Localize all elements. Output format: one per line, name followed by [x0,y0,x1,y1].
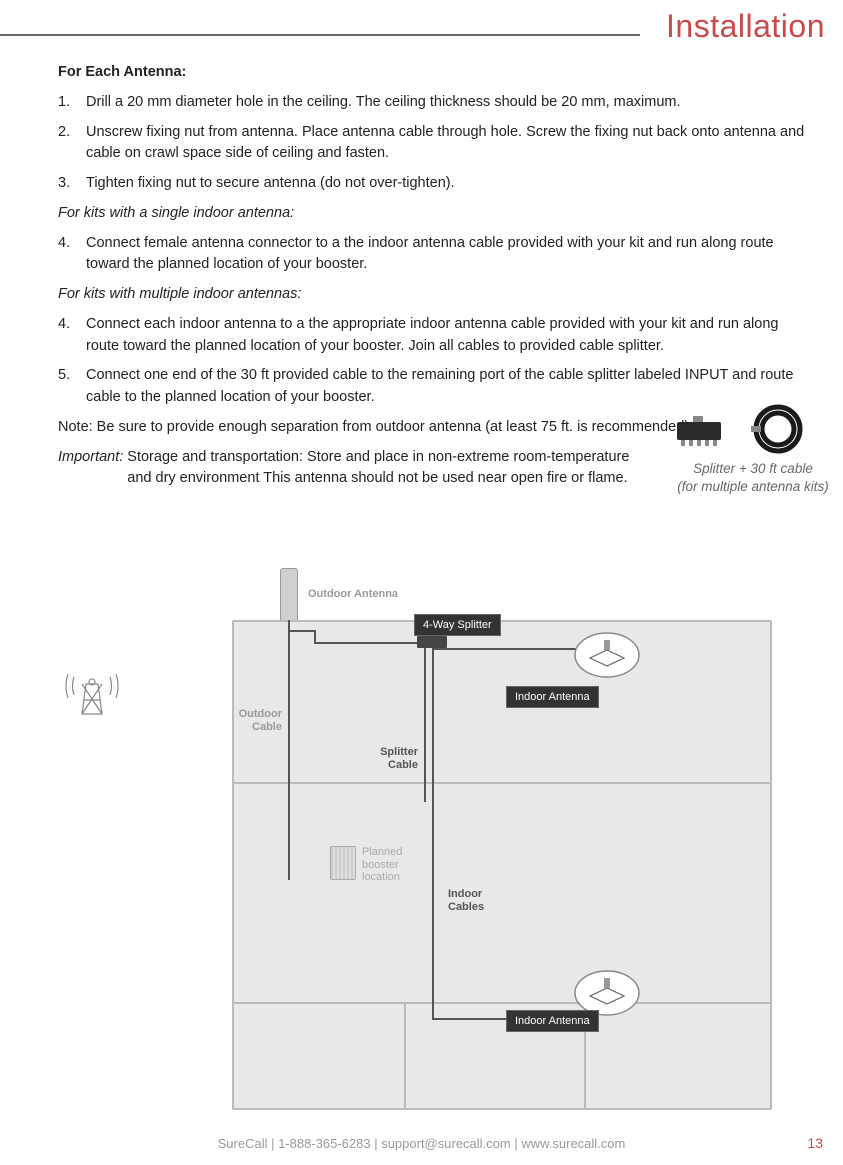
steps-multi: 4. Connect each indoor antenna to a the a… [58,314,813,409]
step-num: 2. [58,122,70,144]
page-number: 13 [807,1135,823,1151]
floor-divider [234,1002,770,1004]
cell-tower-icon [62,656,122,716]
subhead-single: For kits with a single indoor antenna: [58,203,813,225]
step-text: Drill a 20 mm diameter hole in the ceili… [86,94,681,110]
building-outline [232,620,772,1110]
installation-diagram: 4-Way Splitter Indoor Antenna Indoor Ant… [62,570,782,1120]
step-text: Unscrew fixing nut from antenna. Place a… [86,124,804,162]
splitter-caption-l2: (for multiple antenna kits) [677,479,829,494]
subhead-multi: For kits with multiple indoor antennas: [58,284,813,306]
step-item: 2. Unscrew fixing nut from antenna. Place… [58,122,813,166]
step-num: 5. [58,365,70,387]
outdoor-antenna-label: Outdoor Antenna [308,588,398,601]
indoor-antenna-tag: Indoor Antenna [506,686,599,708]
step-num: 4. [58,314,70,336]
outdoor-cable-line [288,620,290,880]
step-num: 3. [58,173,70,195]
step-item: 4. Connect female antenna connector to a … [58,233,813,277]
step-item: 3. Tighten fixing nut to secure antenna (… [58,173,813,195]
outdoor-cable-label: Outdoor Cable [236,708,282,733]
indoor-cables-label: Indoor Cables [448,888,484,913]
planned-booster-label: Planned booster location [362,846,402,884]
section-title: Installation [666,8,825,45]
step-text: Connect each indoor antenna to a the app… [86,316,778,354]
steps-initial: 1. Drill a 20 mm diameter hole in the cei… [58,92,813,195]
step-item: 1. Drill a 20 mm diameter hole in the cei… [58,92,813,114]
splitter-caption-l1: Splitter + 30 ft cable [693,461,813,476]
splitter-cable-image [673,404,823,454]
splitter-device-icon [417,636,447,648]
step-text: Connect one end of the 30 ft provided ca… [86,367,793,405]
indoor-antenna-icon [572,630,642,680]
step-text: Connect female antenna connector to a th… [86,235,774,273]
footer-text: SureCall | 1-888-365-6283 | support@sure… [0,1136,843,1151]
indoor-antenna-tag: Indoor Antenna [506,1010,599,1032]
indoor-cable-line [432,648,434,1018]
step-text: Tighten fixing nut to secure antenna (do… [86,175,455,191]
step-item: 4. Connect each indoor antenna to a the a… [58,314,813,358]
outdoor-antenna-icon [280,568,298,622]
step-num: 1. [58,92,70,114]
wall-divider [404,1002,406,1108]
splitter-tag: 4-Way Splitter [414,614,501,636]
heading-each-antenna: For Each Antenna: [58,62,813,84]
splitter-cable-label: Splitter Cable [372,746,418,771]
splitter-cable-line [424,642,426,802]
header-rule [0,34,640,36]
outdoor-cable-line [314,630,316,642]
outdoor-cable-line [288,630,314,632]
splitter-caption: Splitter + 30 ft cable (for multiple ant… [663,460,843,495]
important-label: Important: [58,447,123,469]
step-item: 5. Connect one end of the 30 ft provided … [58,365,813,409]
step-num: 4. [58,233,70,255]
steps-single: 4. Connect female antenna connector to a … [58,233,813,277]
indoor-cable-line [432,648,582,650]
booster-icon [330,846,356,880]
splitter-cable-line [314,642,424,644]
floor-divider [234,782,770,784]
